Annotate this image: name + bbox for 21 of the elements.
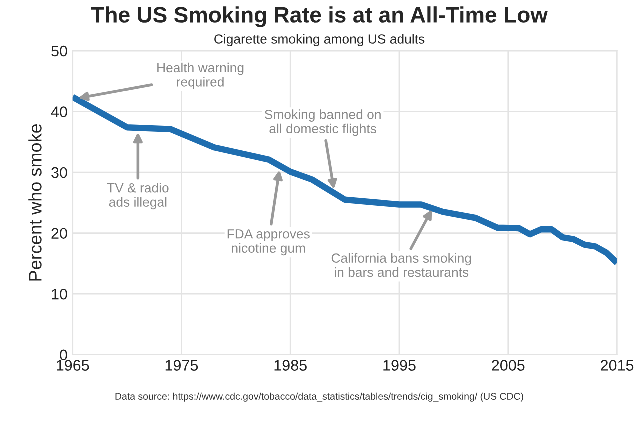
x-tick-label: 1965 (57, 360, 90, 371)
x-tick-label: 1985 (274, 360, 307, 371)
source-note: Data source: https://www.cdc.gov/tobacco/data_statistics/tables/trends/cig_smoking/ (US CDC) (116, 392, 524, 402)
annotation: Smoking banned on all domestic flights (264, 110, 381, 136)
chart-title: The US Smoking Rate is at an All-Time Low (91, 6, 548, 28)
x-tick-label: 1975 (166, 360, 198, 371)
annotation: Health warning required (158, 62, 244, 90)
x-tick-label: 2005 (492, 360, 525, 371)
y-tick-label: 20 (52, 228, 68, 240)
y-tick-label: 0 (60, 350, 68, 361)
x-tick-label: 2015 (601, 360, 634, 371)
y-tick-label: 30 (52, 167, 68, 178)
annotation: FDA approves nicotine gum (228, 230, 310, 256)
annotation: California bans smoking in bars and restaurants (332, 253, 472, 278)
y-tick-label: 50 (52, 46, 68, 57)
y-tick-label: 10 (52, 288, 68, 300)
y-tick-label: 40 (51, 106, 68, 118)
chart-subtitle: Cigarette smoking among US adults (214, 34, 425, 47)
x-tick-label: 1995 (384, 360, 416, 371)
y-axis-title: Percent who smoke (28, 124, 42, 281)
annotation: TV & radio ads illegal (107, 183, 169, 210)
